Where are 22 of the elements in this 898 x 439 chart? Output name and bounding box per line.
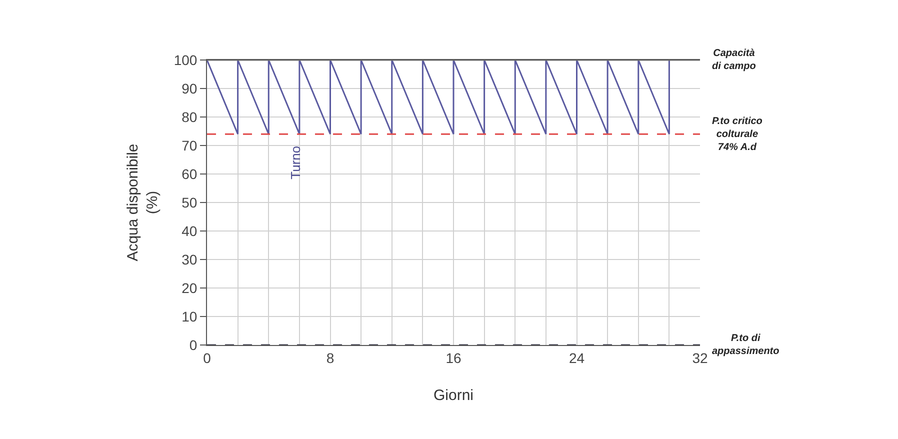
x-tick-label: 16 [446,350,462,366]
ref-line-label: Capacità di campo [712,48,756,72]
y-tick-label: 40 [182,222,198,239]
x-tick-label: 24 [568,350,585,366]
y-axis-title: Acqua disponibile (%) [124,144,162,262]
y-tick-label: 80 [182,108,198,125]
y-tick-label: 70 [182,137,198,154]
annotation: Turno [288,146,304,180]
y-tick-label: 20 [182,280,198,296]
y-tick-label: 30 [182,251,198,268]
x-tick-label: 8 [326,350,334,366]
y-tick-label: 60 [182,166,198,182]
y-tick-label: 10 [182,308,198,324]
x-tick-label: 32 [692,350,708,366]
x-axis-title: Giorni [433,387,474,404]
ref-line-label: P.to di appassimento [712,333,780,357]
y-tick-label: 0 [189,336,198,353]
ref-line-label: P.to critico colturale 74% A.d [712,116,762,153]
y-tick-label: 90 [182,80,198,96]
y-tick-label: 50 [182,194,198,210]
y-tick-label: 100 [174,52,198,68]
x-tick-label: 0 [203,350,212,366]
